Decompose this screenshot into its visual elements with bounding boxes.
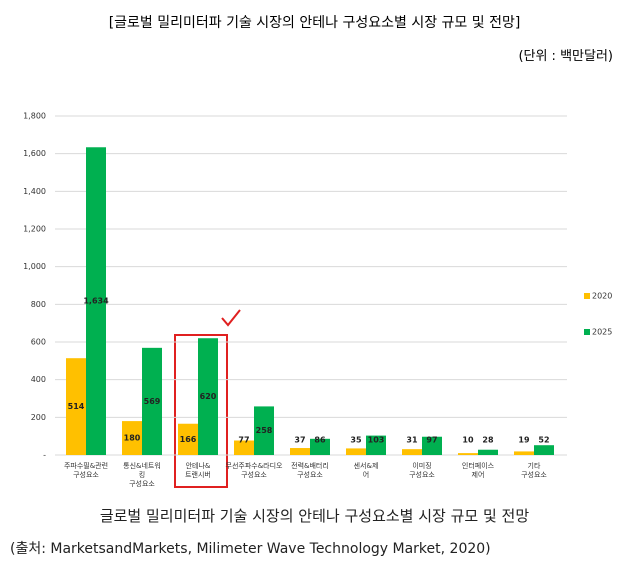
data-label: 31 <box>406 436 418 445</box>
data-label: 166 <box>180 435 197 444</box>
check-mark <box>221 309 241 327</box>
legend-swatch <box>584 329 590 335</box>
y-tick-label: - <box>43 451 46 460</box>
x-tick-label: 전력&배터리 구성요소 <box>291 462 329 479</box>
x-tick-label: 주파수필&관련 구성요소 <box>63 462 109 479</box>
source: (출처: MarketsandMarkets, Milimeter Wave T… <box>10 541 491 557</box>
x-tick-label: 센서&제 어 <box>353 462 379 479</box>
legend-label: 2025 <box>592 328 612 337</box>
bar <box>346 448 366 455</box>
x-tick-label: 통신&네트워 킹 구성요소 <box>123 462 161 488</box>
unit-note: (단위 : 백만달러) <box>518 49 613 64</box>
bar <box>402 449 422 455</box>
legend-swatch <box>584 293 590 299</box>
data-label: 52 <box>538 436 549 445</box>
bar <box>178 423 198 455</box>
bar <box>86 147 106 455</box>
data-label: 19 <box>518 436 530 445</box>
data-label: 569 <box>144 397 161 406</box>
x-tick-label: 기타 구성요소 <box>521 462 547 479</box>
data-label: 10 <box>462 436 474 445</box>
y-tick-label: 1,400 <box>23 187 46 196</box>
chart-title: [글로벌 밀리미터파 기술 시장의 안테나 구성요소별 시장 규모 및 전망] <box>108 15 521 31</box>
y-tick-label: 800 <box>31 300 46 309</box>
highlight-box <box>174 334 228 488</box>
bar <box>478 449 498 455</box>
data-label: 28 <box>482 436 494 445</box>
bar <box>310 438 330 455</box>
y-tick-label: 200 <box>31 413 46 422</box>
bar <box>122 421 142 455</box>
data-label: 77 <box>238 436 249 445</box>
bar <box>514 451 534 455</box>
x-tick-label: 무선주파수&라디오 구성요소 <box>225 462 283 479</box>
data-label: 97 <box>426 436 437 445</box>
x-tick-label: 이미징 구성요소 <box>409 462 435 479</box>
legend-label: 2020 <box>592 292 612 301</box>
data-label: 514 <box>68 402 85 411</box>
bar <box>458 453 478 455</box>
data-label: 180 <box>124 434 141 443</box>
caption: 글로벌 밀리미터파 기술 시장의 안테나 구성요소별 시장 규모 및 전망 <box>99 507 530 525</box>
y-tick-label: 400 <box>31 375 46 384</box>
y-tick-label: 1,600 <box>23 149 46 158</box>
x-tick-label: 인터페이스 제어 <box>461 462 495 479</box>
bar <box>142 347 162 455</box>
bar <box>198 338 218 455</box>
x-tick-label: 안테나& 트랜시버 <box>185 462 211 479</box>
data-label: 620 <box>200 392 217 401</box>
bar <box>366 435 386 455</box>
y-tick-label: 1,800 <box>23 112 46 121</box>
data-label: 103 <box>368 436 385 445</box>
data-label: 86 <box>314 436 326 445</box>
y-tick-label: 1,200 <box>23 225 46 234</box>
data-label: 1,634 <box>83 297 109 306</box>
bar <box>66 358 86 455</box>
bar <box>254 406 274 455</box>
y-tick-label: 1,000 <box>23 262 46 271</box>
bar <box>534 445 554 455</box>
bar <box>290 448 310 455</box>
data-label: 37 <box>294 436 305 445</box>
y-tick-label: 600 <box>31 338 46 347</box>
data-label: 35 <box>350 436 362 445</box>
bar <box>234 440 254 455</box>
bar <box>422 436 442 455</box>
data-label: 258 <box>256 426 273 435</box>
